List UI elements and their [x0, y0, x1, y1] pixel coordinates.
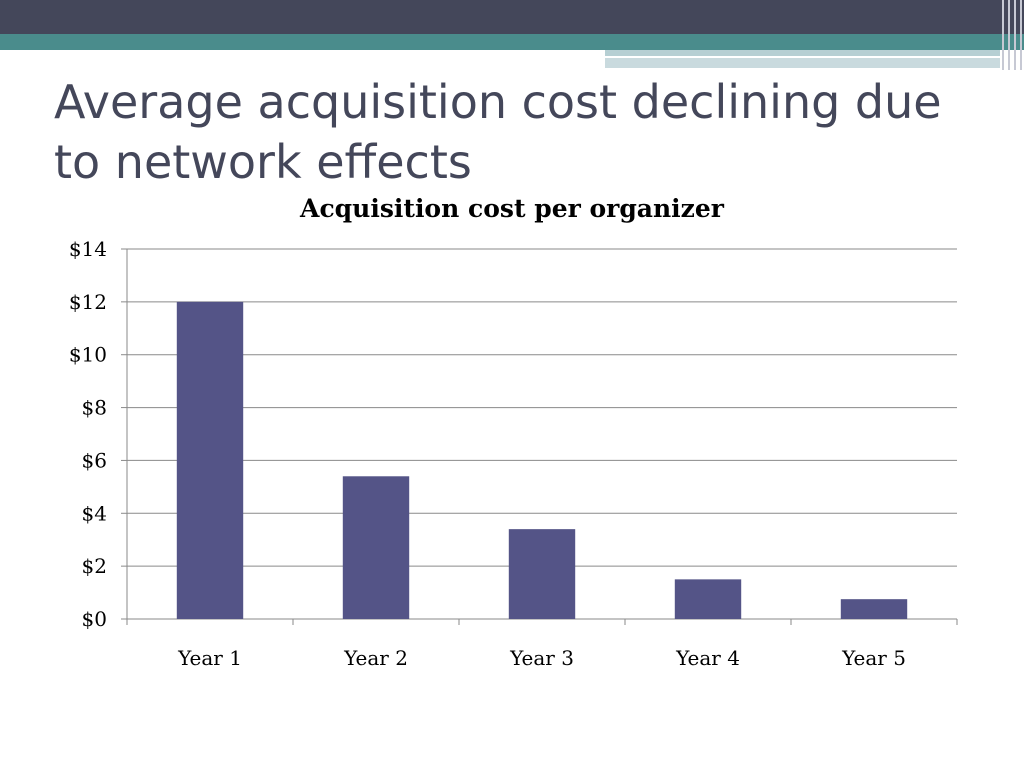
- bar-chart: Acquisition cost per organizer $0$2$4$6$…: [69, 194, 958, 670]
- slide-title: Average acquisition cost declining due t…: [54, 75, 942, 189]
- header-band-dark: [0, 0, 1024, 34]
- y-tick-label: $12: [69, 290, 107, 314]
- x-tick-label: Year 3: [509, 646, 574, 670]
- gridlines: [126, 248, 957, 620]
- x-axis-ticks: Year 1 Year 2 Year 3 Year 4 Year 5: [126, 619, 958, 670]
- header-accent-line: [830, 56, 1000, 58]
- bar-year-3: [508, 529, 576, 619]
- bar-year-4: [674, 579, 742, 619]
- bar-year-5: [840, 599, 908, 619]
- x-tick-label: Year 1: [177, 646, 242, 670]
- header-band-light: [605, 50, 1000, 56]
- y-tick-label: $14: [69, 237, 107, 261]
- bars: [176, 301, 908, 619]
- y-tick-label: $6: [82, 448, 107, 472]
- chart-title: Acquisition cost per organizer: [299, 194, 725, 223]
- y-axis-ticks: $0 $2 $4 $6 $8 $10 $12 $14: [69, 237, 127, 631]
- bar-year-1: [176, 301, 244, 619]
- x-tick-label: Year 2: [343, 646, 408, 670]
- header-band-teal: [0, 34, 1024, 50]
- x-tick-label: Year 5: [841, 646, 906, 670]
- y-tick-label: $0: [82, 607, 107, 631]
- bar-year-2: [342, 476, 410, 619]
- header-band-light-lower: [605, 58, 1000, 68]
- header-right-stripes: [1000, 0, 1024, 70]
- y-tick-label: $2: [82, 554, 107, 578]
- y-tick-label: $10: [69, 343, 107, 367]
- y-tick-label: $4: [82, 501, 107, 525]
- x-tick-label: Year 4: [675, 646, 740, 670]
- y-tick-label: $8: [82, 396, 107, 420]
